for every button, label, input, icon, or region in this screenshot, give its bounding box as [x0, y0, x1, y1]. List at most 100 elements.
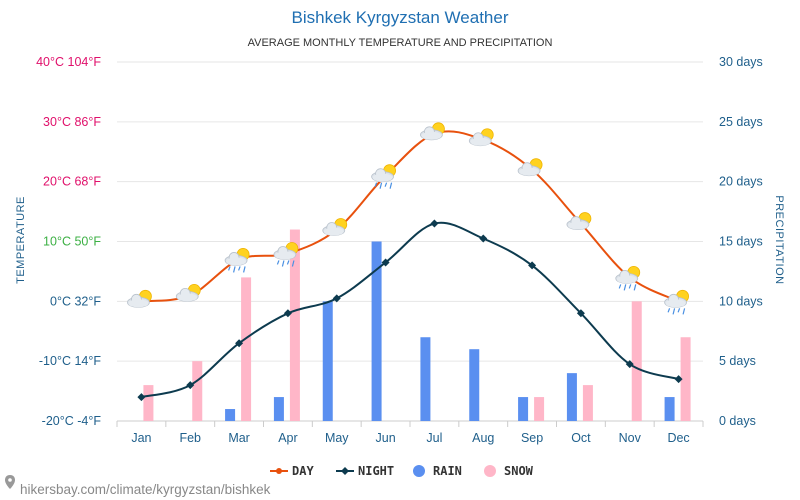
snow-bar [241, 277, 252, 421]
legend-marker [484, 465, 496, 477]
month-label: Oct [571, 431, 591, 445]
rain-drop [384, 182, 388, 187]
night-point [332, 294, 341, 303]
rain-bar [322, 301, 333, 421]
night-point [137, 393, 146, 402]
night-point [430, 219, 439, 228]
footer[interactable]: hikersbay.com/climate/kyrgyzstan/bishkek [5, 475, 271, 497]
night-point [625, 360, 634, 369]
rain-bar [420, 337, 431, 421]
cloud-base [372, 173, 393, 182]
legend-item-rain: RAIN [413, 464, 462, 478]
night-point [186, 381, 195, 390]
rain-drop [281, 260, 285, 267]
legend-label: SNOW [504, 464, 534, 478]
night-point [283, 309, 292, 318]
month-axis: Jan Feb Mar Apr May Jun Jul Aug Sep Oct Nov Dec [116, 420, 704, 445]
month-label: Mar [228, 431, 250, 445]
night-temperature-line [141, 221, 679, 399]
rain-bar [469, 349, 480, 421]
rain-drop [618, 284, 622, 289]
snow-bar [534, 397, 545, 421]
rain-bar [371, 241, 382, 421]
temperature-tick-label: -10°C 14°F [39, 354, 101, 368]
rain-drop [243, 266, 246, 273]
rain-drop [379, 182, 383, 189]
rain-drop [623, 284, 627, 291]
snow-bar [631, 301, 642, 421]
month-label: Feb [179, 431, 201, 445]
rain-drop [374, 182, 378, 187]
rain-cloud-icon [371, 164, 396, 189]
cloud-base [128, 299, 149, 308]
precipitation-axis-title: PRECIPITATION [773, 195, 785, 284]
sun-cloud-icon [517, 158, 543, 177]
sun-cloud-icon [566, 212, 592, 230]
sun-cloud-icon [468, 128, 494, 147]
chart-title: Bishkek Kyrgyzstan Weather [292, 8, 509, 27]
cloud-base [226, 257, 247, 266]
rain-drop [389, 182, 393, 189]
month-label: Sep [521, 431, 543, 445]
rain-drop [233, 266, 236, 273]
legend-item-snow: SNOW [484, 464, 534, 478]
temperature-lines [137, 130, 683, 402]
rain-bar [273, 397, 284, 421]
night-point [674, 375, 683, 384]
rain-drop [238, 266, 241, 271]
sun-cloud-icon [175, 283, 201, 302]
month-label: Aug [472, 431, 494, 445]
night-point [235, 339, 244, 348]
rain-drop [667, 308, 671, 313]
chart-legend: DAY NIGHT RAIN SNOW [270, 464, 534, 478]
sun-cloud-icon [322, 218, 348, 236]
cloud-base [616, 275, 637, 284]
legend-marker [276, 468, 282, 474]
rain-bar [518, 397, 529, 421]
cloud-base [567, 221, 588, 230]
night-point [381, 258, 390, 267]
rain-drop [291, 260, 295, 267]
month-label: Jun [376, 431, 396, 445]
rain-drop [682, 308, 686, 315]
snow-bar [582, 385, 593, 421]
month-label: Apr [278, 431, 297, 445]
month-label: Nov [619, 431, 642, 445]
cloud-base [519, 167, 540, 176]
night-point [576, 309, 585, 318]
temperature-tick-label: -20°C -4°F [42, 414, 102, 428]
weather-icons [127, 122, 689, 315]
temperature-tick-label: 10°C 50°F [43, 235, 101, 249]
legend-item-day: DAY [270, 464, 314, 478]
rain-drop [677, 308, 681, 313]
precipitation-axis: 30 days 25 days 20 days 15 days 10 days 5 day… [719, 55, 763, 428]
precipitation-tick-label: 20 days [719, 175, 763, 189]
month-label: May [325, 431, 349, 445]
precipitation-tick-label: 30 days [719, 55, 763, 69]
source-link[interactable]: hikersbay.com/climate/kyrgyzstan/bishkek [20, 482, 271, 497]
day-temperature-line [141, 130, 680, 303]
precipitation-tick-label: 5 days [719, 354, 756, 368]
cloud-base [665, 299, 686, 308]
snow-bar [143, 385, 154, 421]
month-label: Dec [667, 431, 689, 445]
month-label: Jan [131, 431, 151, 445]
sun-cloud-icon [127, 289, 152, 308]
night-point [479, 234, 488, 243]
rain-drop [628, 284, 632, 289]
precipitation-tick-label: 10 days [719, 294, 763, 308]
legend-label: DAY [292, 464, 314, 478]
rain-drop [276, 260, 280, 265]
temperature-tick-label: 20°C 68°F [43, 175, 101, 189]
cloud-base [274, 251, 295, 260]
cloud-base [177, 293, 198, 302]
location-pin-icon [5, 475, 15, 489]
chart-subtitle: AVERAGE MONTHLY TEMPERATURE AND PRECIPIT… [248, 37, 553, 49]
temperature-axis-title: TEMPERATURE [15, 196, 27, 284]
rain-drop [672, 308, 676, 315]
legend-marker [413, 465, 425, 477]
snow-bar [192, 361, 203, 421]
month-label: Jul [426, 431, 442, 445]
rain-drop [633, 284, 637, 291]
